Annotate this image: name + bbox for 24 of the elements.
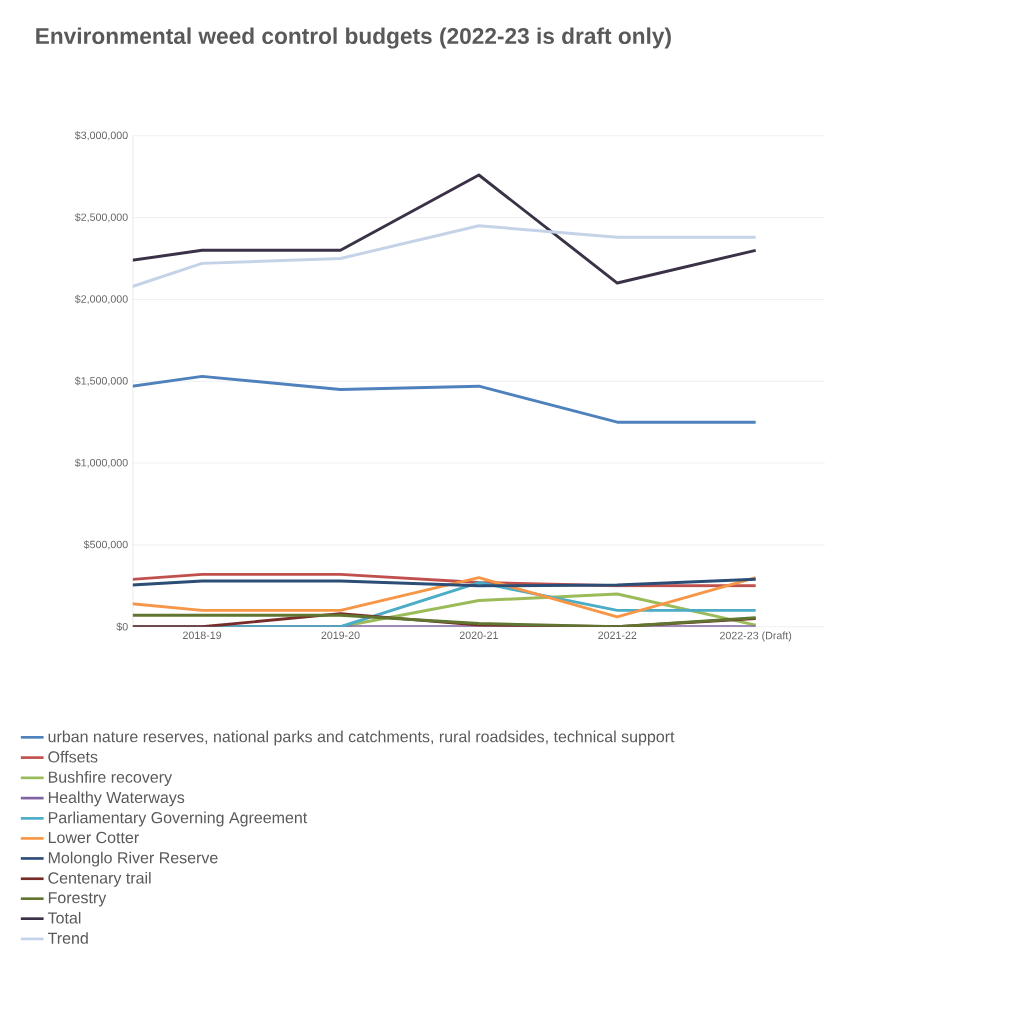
legend-label: Parliamentary Governing Agreement (48, 811, 308, 827)
y-tick-label: $1,500,000 (74, 376, 128, 386)
x-tick-label: 2018-19 (183, 631, 222, 640)
legend-label: Healthy Waterways (48, 791, 185, 807)
legend-label: urban nature reserves, national parks and catchments, rural roadsides, technical support (48, 730, 675, 746)
x-tick-label: 2019-20 (321, 631, 360, 640)
legend-label: Centenary trail (48, 871, 151, 887)
y-tick-label: $2,000,000 (74, 294, 128, 305)
legend-label: Trend (47, 932, 88, 944)
legend-label: Total (47, 911, 81, 924)
y-tick-label: $1,000,000 (74, 458, 128, 468)
x-tick-label: 2022-23 (Draft) (720, 631, 792, 642)
legend-label: Forestry (48, 892, 107, 907)
y-tick-label: $3,000,000 (74, 131, 128, 141)
legend-label: Bushfire recovery (48, 771, 173, 786)
x-tick-label: 2020-21 (459, 631, 498, 640)
y-tick-label: $0 (116, 622, 128, 632)
y-tick-label: $2,500,000 (74, 212, 128, 223)
y-tick-label: $500,000 (83, 540, 128, 550)
legend-label: Molonglo River Reserve (48, 851, 218, 867)
x-tick-label: 2021-22 (598, 631, 637, 640)
legend-label: Offsets (48, 750, 98, 763)
legend-label: Lower Cotter (48, 831, 139, 844)
chart-title: Environmental weed control budgets (2022-23 is draft only) (36, 27, 671, 49)
